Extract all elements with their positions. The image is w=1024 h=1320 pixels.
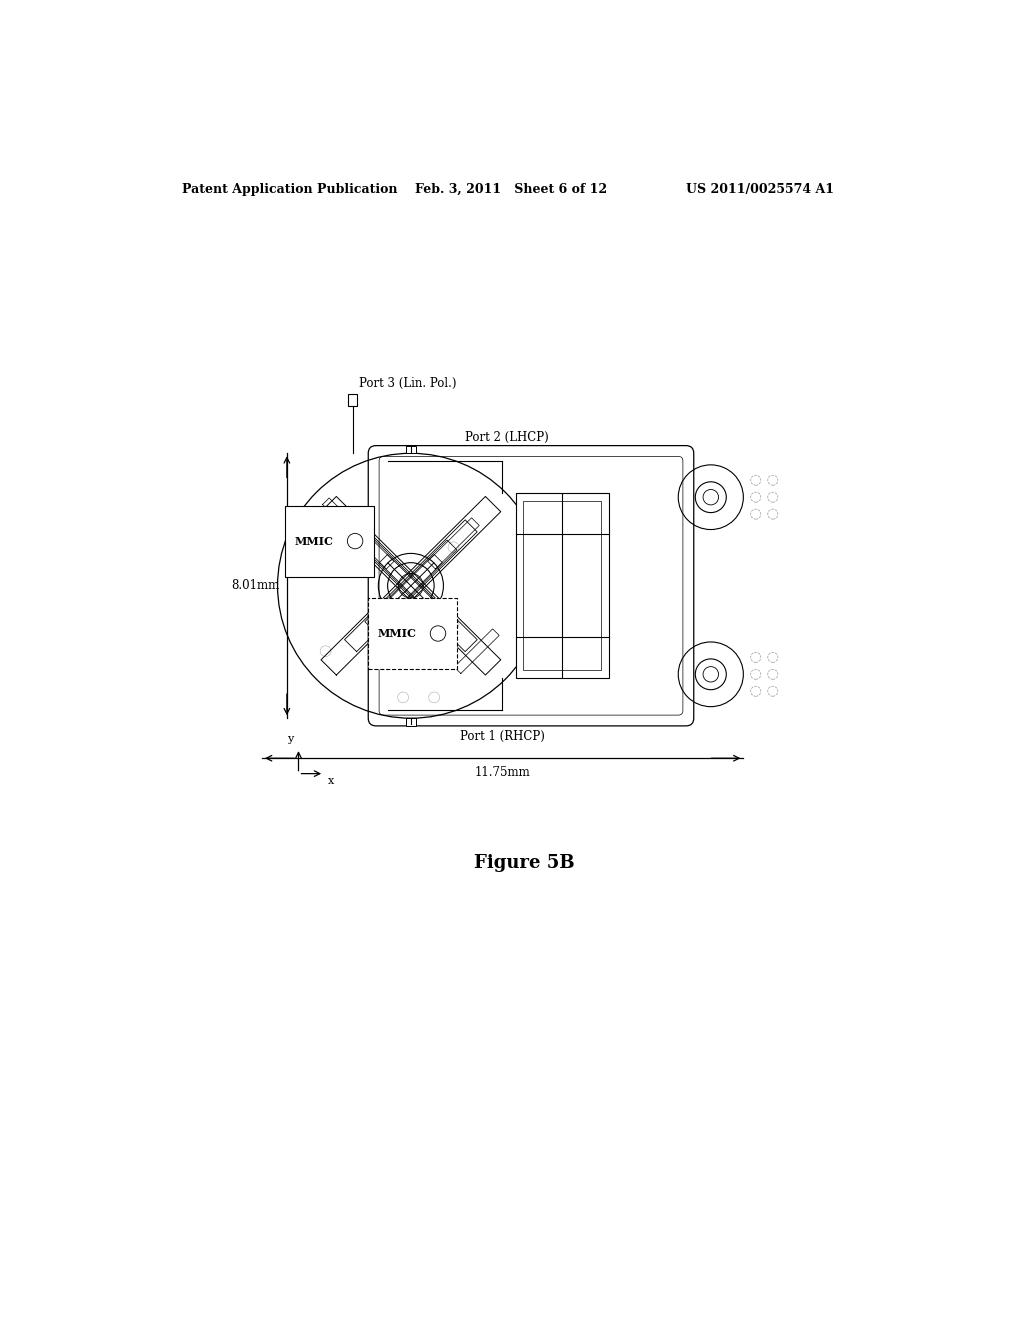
Text: 8.01mm: 8.01mm xyxy=(230,579,280,593)
Text: Port 3 (Lin. Pol.): Port 3 (Lin. Pol.) xyxy=(359,378,457,391)
Text: US 2011/0025574 A1: US 2011/0025574 A1 xyxy=(686,183,834,197)
Bar xyxy=(286,506,375,577)
Text: y: y xyxy=(287,734,293,744)
Text: Patent Application Publication: Patent Application Publication xyxy=(182,183,397,197)
Bar xyxy=(407,446,416,453)
Text: Port 2 (LHCP): Port 2 (LHCP) xyxy=(465,432,549,444)
Text: Figure 5B: Figure 5B xyxy=(474,854,575,873)
Text: MMIC: MMIC xyxy=(378,628,417,639)
Text: x: x xyxy=(328,776,334,785)
Text: Port 1 (RHCP): Port 1 (RHCP) xyxy=(460,730,545,743)
Text: 11.75mm: 11.75mm xyxy=(475,766,530,779)
Bar xyxy=(348,395,357,405)
Bar xyxy=(523,502,601,671)
Text: Feb. 3, 2011   Sheet 6 of 12: Feb. 3, 2011 Sheet 6 of 12 xyxy=(415,183,607,197)
Bar xyxy=(407,718,416,726)
Bar xyxy=(369,598,458,669)
Text: MMIC: MMIC xyxy=(295,536,334,546)
Bar xyxy=(515,494,608,678)
